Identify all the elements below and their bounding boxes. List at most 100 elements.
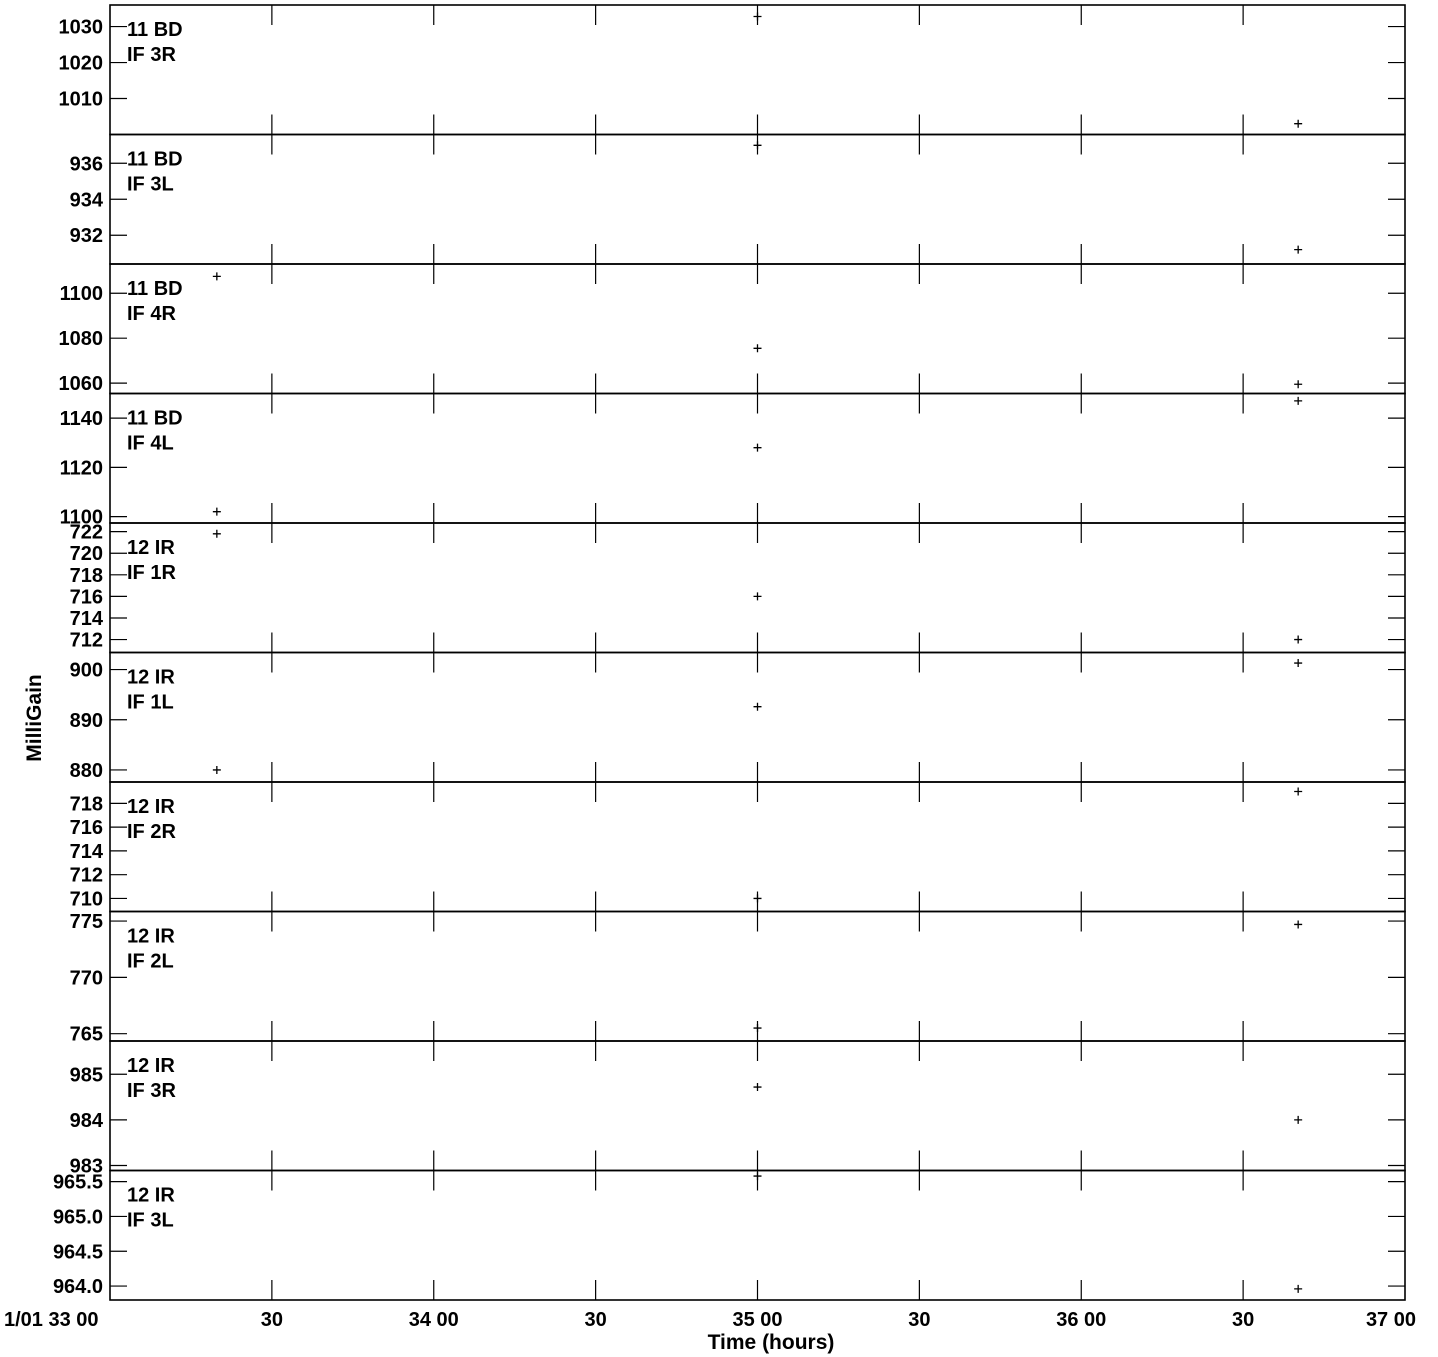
panel-if-label: IF 3L: [127, 174, 174, 196]
y-tick-label: 983: [70, 1155, 103, 1177]
data-point: [1294, 659, 1303, 668]
y-tick-label: 984: [70, 1110, 104, 1132]
y-tick-label: 765: [70, 1024, 103, 1046]
y-tick-label: 714: [70, 608, 104, 630]
data-point: [753, 443, 762, 452]
x-tick-label: 36 00: [1056, 1309, 1106, 1331]
data-point: [753, 1083, 762, 1092]
y-axis-title: MilliGain: [23, 674, 46, 762]
data-point: [212, 765, 221, 774]
panel-station-label: 11 BD: [127, 149, 183, 171]
panel-2: 932 934 936 11 BD IF 3L: [70, 133, 1406, 265]
y-tick-label: 890: [70, 710, 103, 732]
y-tick-label: 1100: [60, 283, 103, 305]
y-tick-label: 964.5: [53, 1241, 103, 1263]
data-point: [1294, 1284, 1303, 1293]
panel-station-label: 12 IR: [127, 926, 175, 948]
data-point: [1294, 787, 1303, 796]
y-tick-label: 965.5: [53, 1172, 103, 1194]
y-tick-label: 712: [70, 865, 103, 887]
data-point: [753, 141, 762, 150]
x-axis-title: Time (hours): [708, 1331, 835, 1354]
panel-station-label: 12 IR: [127, 537, 175, 559]
x-tick-label: 30: [908, 1309, 930, 1331]
data-point: [753, 1024, 762, 1033]
panel-6: 880 890 900 12 IR IF 1L: [70, 651, 1406, 783]
y-tick-label: 1100: [60, 507, 103, 529]
data-point: [1294, 1115, 1303, 1124]
y-tick-label: 720: [70, 543, 103, 565]
data-point: [753, 344, 762, 353]
y-tick-label: 880: [70, 760, 103, 782]
data-point: [753, 12, 762, 21]
panel-station-label: 12 IR: [127, 1055, 175, 1077]
data-point: [1294, 920, 1303, 929]
data-point: [212, 272, 221, 281]
y-tick-label: 1010: [59, 89, 104, 111]
panel-station-label: 11 BD: [127, 278, 183, 300]
data-point: [1294, 396, 1303, 405]
y-tick-label: 934: [70, 189, 104, 211]
y-tick-label: 900: [70, 660, 103, 682]
x-axis: 1/01 33 00 30 34 00 30 35 00 30 36 00 30 37 00: [4, 1309, 1416, 1331]
panel-4: 1100 1120 1140 11 BD IF 4L: [60, 392, 1406, 529]
y-tick-label: 1080: [59, 328, 104, 350]
y-tick-label: 714: [70, 841, 104, 863]
y-tick-label: 1030: [59, 17, 104, 39]
panel-station-label: 11 BD: [127, 408, 183, 430]
panel-10: 964.0 964.5 965.0 965.5 12 IR IF 3L: [53, 1169, 1406, 1301]
y-tick-label: 1060: [59, 373, 104, 395]
panel-if-label: IF 1L: [127, 692, 174, 714]
panel-if-label: IF 3R: [127, 44, 176, 66]
panel-3: 1060 1080 1100 11 BD IF 4R: [59, 263, 1406, 395]
panel-if-label: IF 4R: [127, 303, 176, 325]
data-point: [1294, 119, 1303, 128]
x-tick-label: 30: [1232, 1309, 1254, 1331]
panel-station-label: 12 IR: [127, 1185, 175, 1207]
panel-8: 765 770 775 12 IR IF 2L: [70, 910, 1406, 1046]
panel-9: 983 984 985 12 IR IF 3R: [70, 1040, 1406, 1177]
panel-if-label: IF 2R: [127, 821, 176, 843]
panel-1: 1010 1020 1030 11 BD IF 3R: [59, 4, 1406, 136]
panel-station-label: 12 IR: [127, 667, 175, 689]
data-point: [1294, 245, 1303, 254]
y-tick-label: 1120: [60, 457, 103, 479]
panel-if-label: IF 3R: [127, 1080, 176, 1102]
y-tick-label: 718: [70, 793, 103, 815]
y-tick-label: 712: [70, 630, 103, 652]
panel-if-label: IF 4L: [127, 433, 174, 455]
data-point: [212, 529, 221, 538]
y-tick-label: 716: [70, 586, 103, 608]
y-tick-label: 985: [70, 1064, 103, 1086]
y-tick-label: 964.0: [53, 1276, 103, 1298]
y-tick-label: 718: [70, 565, 103, 587]
y-tick-label: 722: [70, 522, 103, 544]
x-tick-label: 1/01 33 00: [4, 1309, 99, 1331]
x-tick-label: 35 00: [732, 1309, 782, 1331]
data-point: [212, 507, 221, 516]
panel-station-label: 11 BD: [127, 19, 183, 41]
panel-if-label: IF 3L: [127, 1210, 174, 1232]
y-tick-label: 775: [70, 911, 103, 933]
x-tick-label: 30: [261, 1309, 283, 1331]
x-tick-label: 37 00: [1366, 1309, 1416, 1331]
data-point: [753, 1172, 762, 1181]
x-tick-label: 30: [585, 1309, 607, 1331]
data-point: [1294, 380, 1303, 389]
y-tick-label: 710: [70, 888, 103, 910]
data-point: [753, 894, 762, 903]
data-point: [753, 592, 762, 601]
panels-layer: 1010 1020 1030 11 BD IF 3R 932 934 936 11 BD IF 3…: [53, 4, 1406, 1301]
y-tick-label: 1140: [60, 408, 103, 430]
panel-if-label: IF 1R: [127, 562, 176, 584]
y-tick-label: 770: [70, 967, 103, 989]
y-tick-label: 932: [70, 225, 103, 247]
data-point: [753, 702, 762, 711]
panel-if-label: IF 2L: [127, 951, 174, 973]
y-tick-label: 936: [70, 153, 103, 175]
x-tick-label: 34 00: [409, 1309, 459, 1331]
y-tick-label: 716: [70, 817, 103, 839]
